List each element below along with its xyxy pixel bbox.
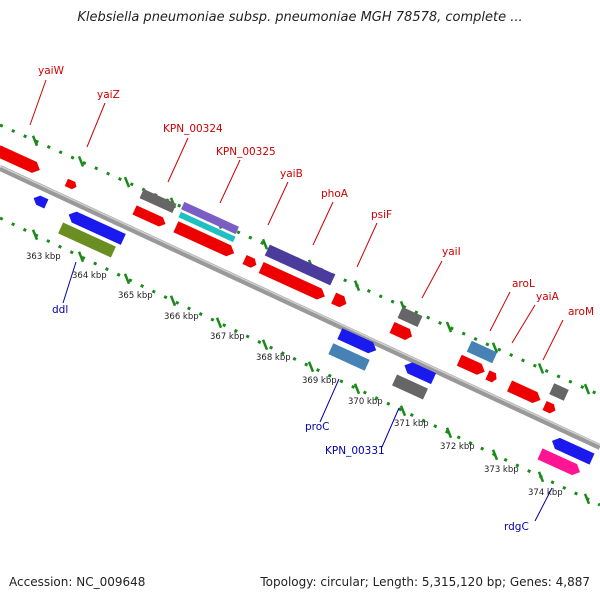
gene-label-phoa: phoA: [321, 188, 349, 200]
gene-label-yaiz: yaiZ: [97, 89, 120, 101]
inner-major-tick: [491, 449, 499, 461]
gene-KPN_00325a[interactable]: [181, 201, 239, 235]
outer-major-tick: [353, 280, 361, 292]
outer-major-tick: [445, 321, 453, 333]
outer-major-tick: [31, 135, 39, 147]
backbone-line: [0, 165, 600, 450]
gene-label-arol: aroL: [512, 278, 535, 290]
gene-proC[interactable]: [328, 343, 370, 371]
gene-label-arom: aroM: [568, 306, 594, 318]
gene-blue-3[interactable]: [402, 360, 437, 385]
scale-label-367-kbp: 367 kbp: [210, 332, 245, 342]
gene-label-ddl: ddl: [52, 304, 68, 316]
gene-rdgC[interactable]: [537, 448, 582, 477]
gene-label-kpn_00324: KPN_00324: [163, 123, 223, 135]
gene-aroL[interactable]: [456, 354, 487, 378]
genome-summary-text: Topology: circular; Length: 5,315,120 bp…: [260, 575, 590, 589]
inner-major-tick: [31, 229, 39, 241]
gene-yaiW[interactable]: [0, 145, 42, 175]
forward-leaders: [29, 79, 564, 361]
gene-label-kpn_00331: KPN_00331: [325, 445, 385, 457]
scale-label-369-kbp: 369 kbp: [302, 376, 337, 386]
tick-tracks: [0, 123, 600, 507]
gene-phoA[interactable]: [264, 244, 336, 286]
outer-major-tick: [491, 342, 499, 354]
gene-aroM[interactable]: [549, 383, 569, 401]
gene-label-psif: psiF: [371, 209, 392, 221]
gene-grey-1[interactable]: [139, 188, 177, 214]
scale-label-374-kbp: 374 kbp: [528, 488, 563, 498]
scale-label-364-kbp: 364 kbp: [72, 271, 107, 281]
gene-label-kpn_00325: KPN_00325: [216, 146, 276, 158]
scale-label-371-kbp: 371 kbp: [394, 419, 429, 429]
gene-yaiA-small[interactable]: [485, 370, 498, 383]
inner-major-tick: [261, 339, 269, 351]
gene-KPN_00325b[interactable]: [178, 211, 236, 243]
inner-major-tick: [583, 493, 591, 505]
inner-major-tick: [215, 317, 223, 329]
gene-label-yaia: yaiA: [536, 291, 560, 303]
gene-red-yaiI[interactable]: [389, 321, 415, 342]
gene-yaiA[interactable]: [507, 380, 543, 405]
gene-KPN_00331[interactable]: [392, 374, 428, 400]
gene-yaiZ[interactable]: [64, 178, 78, 191]
scale-label-373-kbp: 373 kbp: [484, 465, 519, 475]
outer-tick-track: [0, 123, 600, 397]
inner-major-tick: [77, 251, 85, 263]
scale-label-366-kbp: 366 kbp: [164, 312, 199, 322]
gene-label-yaib: yaiB: [280, 168, 303, 180]
gene-ddl[interactable]: [58, 222, 116, 258]
inner-major-tick: [445, 427, 453, 439]
outer-major-tick: [123, 176, 131, 188]
inner-major-tick: [123, 273, 131, 285]
reverse-leaders: [62, 261, 553, 522]
forward-gene-labels: yaiW yaiZ KPN_00324 KPN_00325 yaiB phoA psiF ya…: [38, 65, 594, 318]
gene-yaiB[interactable]: [173, 221, 236, 258]
gene-blue-steel[interactable]: [466, 340, 498, 364]
accession-text: Accession: NC_009648: [9, 575, 146, 589]
gene-psiF[interactable]: [258, 262, 328, 302]
outer-major-tick: [583, 383, 591, 395]
scale-label-372-kbp: 372 kbp: [440, 442, 475, 452]
scale-labels: 363 kbp 364 kbp 365 kbp 366 kbp 367 kbp 368 k…: [26, 252, 563, 498]
scale-label-370-kbp: 370 kbp: [348, 397, 383, 407]
gene-aroM-small[interactable]: [542, 400, 557, 415]
inner-major-tick: [537, 471, 545, 483]
scale-label-368-kbp: 368 kbp: [256, 353, 291, 363]
inner-major-tick: [399, 405, 407, 417]
gene-blue-4[interactable]: [549, 435, 595, 465]
gene-psiF-a[interactable]: [242, 254, 258, 269]
inner-major-tick: [169, 295, 177, 307]
outer-major-tick: [537, 362, 545, 374]
gene-blue-1[interactable]: [66, 209, 126, 245]
reverse-gene-labels: ddl proC KPN_00331 rdgC: [52, 304, 529, 533]
gene-small-reverse[interactable]: [32, 194, 49, 209]
gene-label-rdgc: rdgC: [504, 521, 529, 533]
gene-yaiI[interactable]: [397, 306, 423, 328]
gene-KPN_00324[interactable]: [132, 205, 167, 228]
gene-label-yaii: yaiI: [442, 246, 461, 258]
map-title: Klebsiella pneumoniae subsp. pneumoniae …: [77, 10, 523, 25]
gene-label-proc: proC: [305, 421, 330, 433]
inner-major-tick: [307, 361, 315, 373]
gene-small-red-2[interactable]: [331, 292, 349, 310]
backbone-highlight: [0, 165, 600, 446]
outer-major-tick: [261, 238, 269, 250]
major-ticks: [31, 135, 591, 505]
inner-major-tick: [353, 383, 361, 395]
outer-major-tick: [77, 155, 85, 167]
gene-blue-2[interactable]: [337, 328, 378, 356]
scale-label-365-kbp: 365 kbp: [118, 291, 153, 301]
gene-label-yaiw: yaiW: [38, 65, 65, 77]
scale-label-363-kbp: 363 kbp: [26, 252, 61, 262]
gene-features: [0, 145, 595, 477]
